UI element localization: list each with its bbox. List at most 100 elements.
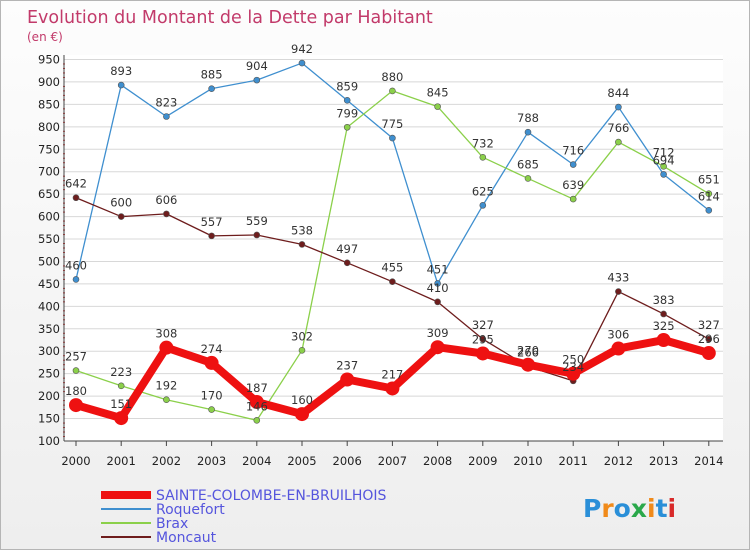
logo-letter: o <box>614 494 631 523</box>
data-label: 257 <box>65 350 87 364</box>
grid-layer <box>64 55 723 442</box>
data-label: 642 <box>65 177 87 191</box>
y-tick-label: 200 <box>38 389 60 403</box>
data-label: 383 <box>653 293 675 307</box>
data-point <box>117 382 125 390</box>
data-label: 694 <box>653 153 675 167</box>
data-point <box>114 411 129 426</box>
series-layer <box>69 59 716 426</box>
data-label: 904 <box>246 59 268 73</box>
data-label: 497 <box>336 242 358 256</box>
x-tick-label: 2009 <box>468 454 497 468</box>
data-point <box>208 406 215 413</box>
data-point <box>615 288 622 295</box>
data-point <box>705 206 713 214</box>
data-label: 170 <box>201 389 223 403</box>
legend-label: Moncaut <box>156 530 217 546</box>
logo-letter: t <box>656 494 668 523</box>
y-tick-label: 700 <box>38 165 60 179</box>
y-tick-label: 400 <box>38 299 60 313</box>
data-point <box>479 202 487 209</box>
data-label: 712 <box>653 145 675 159</box>
logo-letter: P <box>583 494 601 523</box>
data-label: 455 <box>381 261 403 275</box>
data-label: 217 <box>381 367 403 381</box>
data-point <box>249 394 264 409</box>
data-label: 885 <box>201 68 223 82</box>
data-label: 327 <box>472 318 494 332</box>
data-label: 766 <box>607 121 629 135</box>
data-label: 180 <box>65 384 87 398</box>
data-label: 614 <box>698 189 720 203</box>
data-point <box>295 407 309 422</box>
data-point <box>705 335 713 343</box>
x-tick-label: 2003 <box>197 454 226 468</box>
x-tick-label: 2013 <box>649 454 678 468</box>
data-point <box>615 138 622 146</box>
data-point <box>389 278 396 285</box>
x-tick-label: 2014 <box>694 454 723 468</box>
data-label: 625 <box>472 184 494 198</box>
data-label: 639 <box>562 178 584 192</box>
data-label: 559 <box>246 214 268 228</box>
x-tick-label: 2011 <box>559 454 588 468</box>
data-point <box>434 280 441 287</box>
data-point <box>701 346 716 361</box>
data-label: 306 <box>607 328 629 342</box>
data-point <box>72 194 80 202</box>
data-label: 451 <box>427 262 449 276</box>
data-point <box>479 335 487 343</box>
y-tick-label: 650 <box>38 187 60 201</box>
x-tick-label: 2002 <box>152 454 181 468</box>
data-label: 308 <box>155 327 177 341</box>
data-label: 146 <box>246 399 268 413</box>
data-point <box>163 113 170 120</box>
y-tick-label: 550 <box>38 232 60 246</box>
data-label: 270 <box>517 344 539 358</box>
data-label: 460 <box>65 258 87 272</box>
data-label: 151 <box>110 397 132 411</box>
data-label: 192 <box>155 379 177 393</box>
y-tick-label: 950 <box>38 52 60 66</box>
logo-letter: i <box>668 494 677 523</box>
data-label: 732 <box>472 136 494 150</box>
data-label: 327 <box>698 318 720 332</box>
data-point <box>430 340 445 355</box>
data-point <box>343 123 351 131</box>
data-point <box>521 357 535 372</box>
data-point <box>611 341 626 356</box>
data-point <box>159 340 174 355</box>
data-point <box>524 128 532 136</box>
data-point <box>385 381 400 396</box>
data-point <box>479 154 487 161</box>
data-point <box>615 103 622 111</box>
data-point <box>204 355 219 370</box>
data-label: 823 <box>155 95 177 109</box>
data-point <box>163 210 170 218</box>
data-label: 309 <box>427 326 449 340</box>
legend: SAINTE-COLOMBE-EN-BRUILHOISRoquefortBrax… <box>101 488 387 546</box>
data-point <box>298 59 306 67</box>
proxiti-logo: Proxiti <box>583 494 676 523</box>
y-tick-label: 150 <box>38 412 60 426</box>
data-label: 296 <box>698 332 720 346</box>
data-label: 433 <box>607 271 629 285</box>
y-tick-label: 450 <box>38 277 60 291</box>
y-tick-label: 900 <box>38 75 60 89</box>
data-point <box>72 276 80 283</box>
y-tick-label: 500 <box>38 254 60 268</box>
y-tick-label: 750 <box>38 142 60 156</box>
y-tick-label: 600 <box>38 210 60 224</box>
x-tick-label: 2006 <box>333 454 362 468</box>
data-label: 250 <box>562 353 584 367</box>
data-label: 845 <box>427 86 449 100</box>
data-label: 600 <box>110 196 132 210</box>
data-label: 325 <box>653 319 675 333</box>
plot-area <box>64 55 723 441</box>
data-labels: 460 893 823 885 904 942 859 775 451 625 788 716 844 6… <box>65 42 720 413</box>
data-point <box>343 259 351 267</box>
data-point <box>208 85 215 92</box>
data-label: 685 <box>517 157 539 171</box>
logo-letter: r <box>601 494 614 523</box>
data-point <box>660 310 667 318</box>
